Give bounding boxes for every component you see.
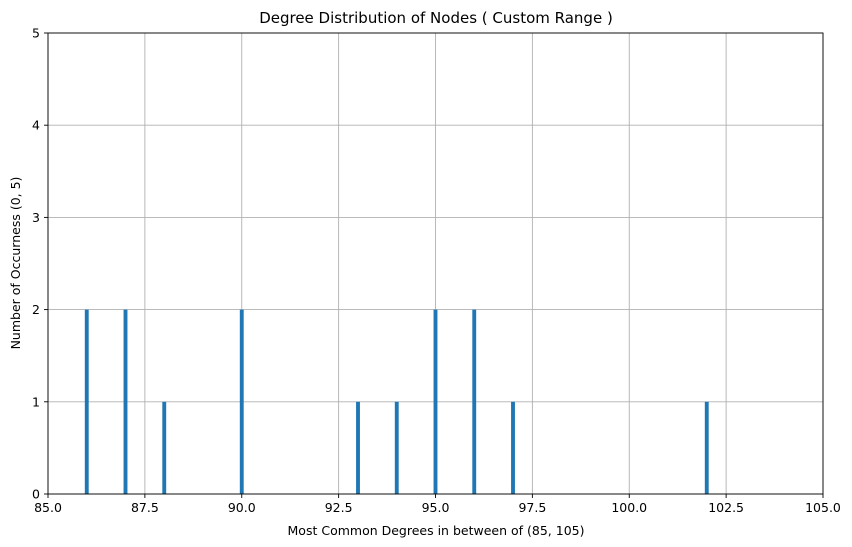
bar [472, 309, 477, 494]
x-axis: 85.0 87.5 90.0 92.5 95.0 97.5 100.0 102.5 105.0 [34, 494, 841, 515]
y-axis-label: Number of Occurness (0, 5) [8, 177, 23, 350]
x-tick-label: 100.0 [611, 500, 647, 515]
x-tick-label: 87.5 [131, 500, 159, 515]
bar [356, 401, 360, 494]
bar [704, 401, 709, 494]
y-axis: 0 1 2 3 4 5 [32, 26, 48, 502]
bar [84, 309, 89, 494]
y-tick-label: 0 [32, 487, 40, 502]
bar [239, 309, 244, 494]
y-tick-label: 4 [32, 118, 40, 133]
x-tick-label: 85.0 [34, 500, 62, 515]
x-tick-label: 90.0 [228, 500, 256, 515]
bar [162, 401, 167, 494]
x-tick-label: 97.5 [518, 500, 546, 515]
y-tick-label: 2 [32, 302, 40, 317]
y-tick-label: 1 [32, 394, 40, 409]
x-tick-label: 95.0 [422, 500, 450, 515]
y-tick-label: 3 [32, 210, 40, 225]
bar [123, 309, 128, 494]
x-axis-label: Most Common Degrees in between of (85, 1… [288, 523, 585, 538]
bar [394, 401, 399, 494]
x-tick-label: 105.0 [805, 500, 841, 515]
bar [433, 309, 438, 494]
x-tick-label: 92.5 [325, 500, 353, 515]
x-tick-label: 102.5 [708, 500, 744, 515]
bars [84, 309, 709, 494]
y-tick-label: 5 [32, 26, 40, 41]
bar [511, 401, 515, 494]
chart-title: Degree Distribution of Nodes ( Custom Ra… [259, 9, 613, 27]
